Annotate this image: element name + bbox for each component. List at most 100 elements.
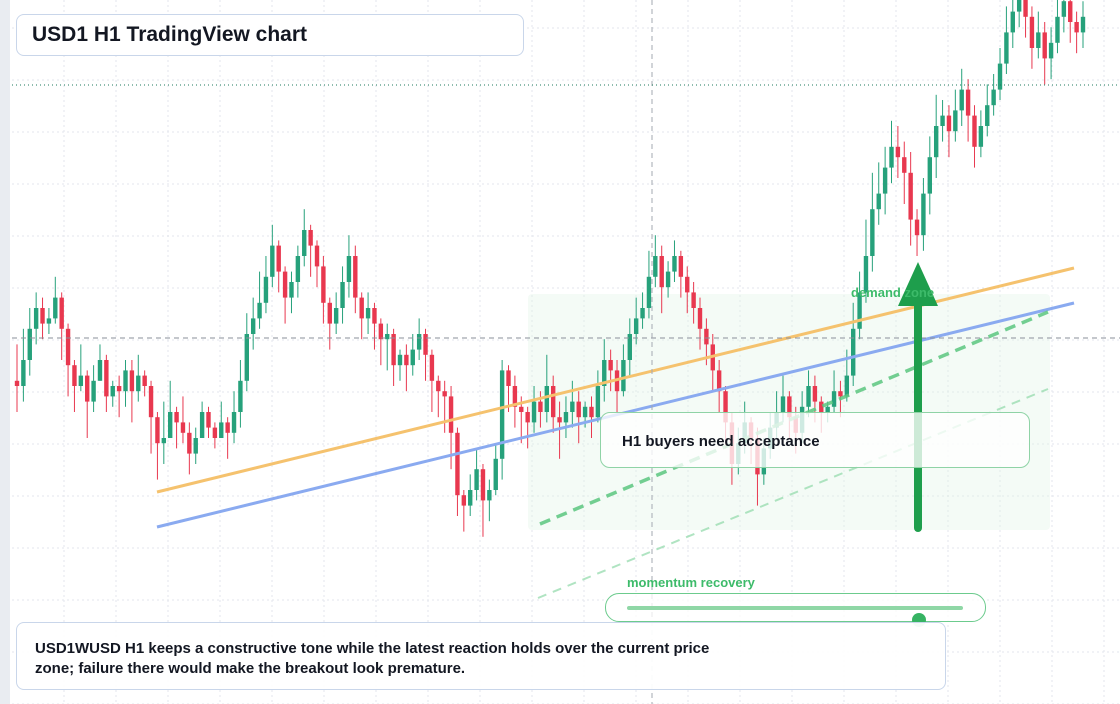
candle [161, 401, 167, 464]
candle [882, 146, 888, 215]
candle [263, 256, 269, 314]
candle [608, 349, 613, 392]
candle [953, 89, 958, 142]
candle [250, 297, 256, 350]
left-scrollbar[interactable] [0, 0, 10, 704]
candle [295, 245, 301, 298]
candle [921, 178, 926, 251]
candle [353, 245, 358, 314]
candle [78, 344, 84, 392]
candle [908, 152, 913, 246]
summary-panel: USD1WUSD H1 keeps a constructive tone wh… [16, 622, 946, 690]
candle [1029, 6, 1035, 69]
candle [206, 406, 211, 438]
candle [1016, 0, 1022, 28]
candle [576, 391, 581, 444]
candle [978, 110, 984, 158]
candle [1080, 1, 1086, 48]
candle [270, 224, 275, 288]
candle [142, 370, 147, 397]
candle [40, 297, 45, 340]
candle [276, 240, 281, 293]
candle [429, 349, 435, 412]
candle [1055, 0, 1060, 54]
candle [442, 380, 447, 433]
candle [378, 318, 384, 366]
candle [1042, 22, 1047, 85]
candle [653, 235, 658, 288]
candle [33, 292, 39, 345]
candle [110, 380, 115, 407]
candle [333, 292, 339, 334]
candle [27, 308, 32, 376]
candle [602, 339, 607, 402]
candle [851, 302, 856, 386]
candle [870, 172, 875, 272]
candle [889, 120, 894, 184]
candle [302, 209, 307, 267]
candle [857, 271, 862, 340]
candle [314, 240, 320, 288]
candle [65, 323, 71, 397]
candle [646, 250, 652, 319]
candle [1036, 11, 1041, 59]
candle [972, 105, 977, 168]
candle [167, 380, 173, 438]
candle [506, 365, 511, 412]
candle [933, 94, 939, 178]
candle [46, 308, 52, 334]
candle [1023, 0, 1028, 38]
candle [806, 370, 811, 418]
candle [346, 235, 352, 298]
momentum-slider[interactable] [605, 593, 986, 627]
summary-line-2: zone; failure there would make the break… [35, 660, 466, 677]
candle [831, 370, 837, 412]
candle [1004, 6, 1009, 74]
candle [372, 302, 377, 350]
candle [665, 261, 671, 298]
candle [570, 380, 575, 428]
candle [512, 375, 518, 428]
candle [563, 396, 569, 438]
candle [327, 297, 332, 350]
candle [685, 266, 690, 314]
candle [468, 474, 473, 516]
candle [410, 334, 415, 376]
candle [589, 396, 594, 438]
candle [640, 292, 645, 329]
candle [455, 427, 460, 516]
candle [14, 344, 20, 412]
candle [940, 100, 945, 142]
candle [997, 48, 1003, 100]
candle [659, 245, 664, 314]
slider-track [627, 606, 963, 627]
candle [155, 412, 160, 480]
candle [436, 375, 441, 418]
candle [633, 297, 639, 345]
candle [340, 266, 345, 324]
candle [672, 240, 677, 282]
candle [282, 266, 288, 324]
candle [257, 271, 262, 329]
candle [148, 380, 154, 454]
momentum-label: momentum recovery [627, 575, 755, 590]
candle [480, 464, 486, 537]
candle [525, 406, 530, 449]
candle [416, 318, 422, 360]
candle [21, 328, 26, 402]
chart-title: USD1 H1 TradingView chart [16, 14, 524, 56]
candle [244, 313, 249, 392]
candle [678, 250, 684, 298]
candle [691, 282, 696, 324]
candle [385, 323, 390, 371]
candle [697, 297, 703, 350]
candle [493, 443, 498, 496]
candle [499, 360, 505, 480]
candle [136, 354, 141, 402]
candle [193, 427, 198, 464]
candle [231, 391, 237, 444]
candle [487, 479, 492, 522]
candle [627, 318, 632, 376]
chart-grid [12, 0, 1120, 704]
candle [397, 349, 403, 381]
